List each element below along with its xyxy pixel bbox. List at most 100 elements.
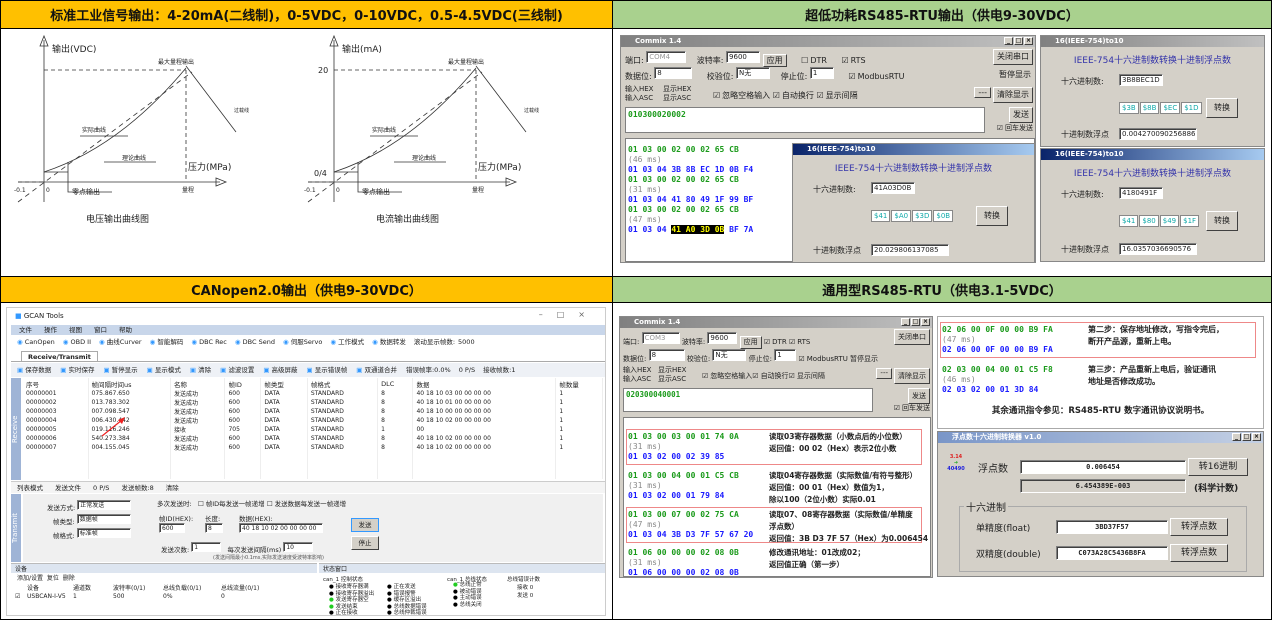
window-controls[interactable]: –□× xyxy=(538,310,599,319)
menu-item[interactable]: 文件 xyxy=(19,326,32,334)
device-checkbox[interactable]: ☑ xyxy=(15,593,21,600)
close-icon[interactable]: × xyxy=(1252,433,1261,441)
send-input[interactable]: 010300020002 xyxy=(625,107,985,133)
toolbar-button[interactable]: 智能解码 xyxy=(157,338,184,346)
single-to-float-button[interactable]: 转浮点数 xyxy=(1170,518,1228,536)
transmit-side-tab[interactable]: Transmit xyxy=(11,494,21,562)
clear-display-button[interactable]: 清除显示 xyxy=(993,87,1033,103)
input-asc-toggle[interactable]: 输入ASC xyxy=(625,94,654,102)
column-header[interactable]: 帧数量 xyxy=(555,378,603,389)
separator-dropdown[interactable]: --- xyxy=(876,368,892,379)
stop-select[interactable]: 1 xyxy=(809,67,834,79)
stop-select[interactable]: 1 xyxy=(774,349,797,361)
modbus-checkbox[interactable]: ModbusRTU xyxy=(848,72,904,81)
frame-format-select[interactable]: 标准帧 xyxy=(76,528,131,538)
frame-id-input[interactable]: 600 xyxy=(159,523,185,533)
table-row[interactable]: 00000006 540.273.384 发送成功 600 DATA STANDARD 8 4… xyxy=(23,434,603,443)
device-row[interactable]: ☑ USBCAN-I-V5 1 500 0% 0 xyxy=(11,593,317,600)
add-device-button[interactable]: 添加/设置 xyxy=(17,575,44,582)
menu-item[interactable]: 帮助 xyxy=(119,326,132,334)
id-increment-checkbox[interactable]: 帧ID每发送一帧递增 xyxy=(198,500,265,508)
minimize-button[interactable]: _ xyxy=(1004,37,1013,45)
separator-dropdown[interactable]: --- xyxy=(974,87,991,98)
toolbar-button[interactable]: 曲线Curver xyxy=(106,338,142,346)
length-select[interactable]: 8 xyxy=(205,523,223,533)
interval-input[interactable]: 10 xyxy=(283,542,314,552)
hex-input[interactable]: 41A03D0B xyxy=(871,182,915,194)
table-row[interactable]: 00000002 013.783.302 发送成功 600 DATA STANDARD 8 4… xyxy=(23,398,603,407)
receive-toolbar-button[interactable]: 显示模式 xyxy=(154,366,181,374)
data-increment-checkbox[interactable]: 发送数据每发送一帧递增 xyxy=(267,500,346,508)
apply-button[interactable]: 应用 xyxy=(739,336,762,349)
double-to-float-button[interactable]: 转浮点数 xyxy=(1170,544,1228,562)
tab-receive-transmit[interactable]: Receive/Transmit xyxy=(21,351,98,362)
input-hex-toggle[interactable]: 输入HEX xyxy=(623,366,652,374)
modbus-checkbox[interactable]: ModbusRTU xyxy=(798,355,847,363)
close-port-button[interactable]: 关闭串口 xyxy=(993,49,1033,65)
close-port-button[interactable]: 关闭串口 xyxy=(894,329,930,345)
frame-type-select[interactable]: 数据帧 xyxy=(76,514,131,524)
rts-checkbox[interactable]: RTS xyxy=(789,338,810,346)
transmit-toolbar-item[interactable]: 发送文件 xyxy=(55,484,81,492)
scroll-frames-value[interactable]: 5000 xyxy=(458,338,475,346)
toolbar-button[interactable]: 伺服Servo xyxy=(290,338,323,346)
maximize-button[interactable]: □ xyxy=(911,318,920,326)
convert-button[interactable]: 转换 xyxy=(1206,98,1238,118)
table-row[interactable]: 00000004 006.430.442 发送成功 600 DATA STANDARD 8 4… xyxy=(23,416,603,425)
parity-select[interactable]: N无 xyxy=(712,349,747,361)
ignore-space-checkbox[interactable]: 忽略空格输入 xyxy=(702,372,752,380)
minimize-button[interactable]: _ xyxy=(1232,433,1241,441)
auto-wrap-checkbox[interactable]: 自动换行 xyxy=(752,372,788,380)
cr-send-checkbox[interactable]: 回车发送 xyxy=(997,123,1033,133)
toolbar-button[interactable]: CanOpen xyxy=(24,338,55,346)
send-button[interactable]: 发送 xyxy=(1009,107,1033,123)
column-header[interactable]: 帧格式 xyxy=(307,378,379,389)
close-icon[interactable]: × xyxy=(1024,37,1033,45)
toolbar-button[interactable]: 工作模式 xyxy=(338,338,365,346)
toolbar-button[interactable]: 数据转发 xyxy=(379,338,406,346)
apply-button[interactable]: 应用 xyxy=(762,54,787,67)
cr-send-checkbox[interactable]: 回车发送 xyxy=(894,403,930,413)
input-asc-toggle[interactable]: 输入ASC xyxy=(623,375,652,383)
table-row[interactable]: 00000003 007.098.547 发送成功 600 DATA STANDARD 8 4… xyxy=(23,407,603,416)
send-button[interactable]: 发送 xyxy=(908,388,930,404)
port-select[interactable]: COM3 xyxy=(641,332,680,344)
receive-toolbar-button[interactable]: 双通道合并 xyxy=(364,366,397,374)
column-header[interactable]: 帧间隔时间us xyxy=(88,378,172,389)
table-row[interactable]: 00000001 075.867.650 发送成功 600 DATA STANDARD 8 4… xyxy=(23,389,603,398)
transmit-toolbar-item[interactable]: 列表模式 xyxy=(17,484,43,492)
data-input[interactable]: 40 18 10 02 00 00 00 00 xyxy=(239,523,323,533)
show-interval-checkbox[interactable]: 显示间隔 xyxy=(789,372,825,380)
show-hex-toggle[interactable]: 显示HEX xyxy=(658,366,687,374)
baud-select[interactable]: 9600 xyxy=(707,332,738,344)
send-mode-select[interactable]: 正常发送 xyxy=(77,500,132,510)
float-input[interactable]: 0.006454 xyxy=(1020,460,1186,474)
receive-toolbar-button[interactable]: 保存数据 xyxy=(25,366,52,374)
receive-toolbar-button[interactable]: 暂停显示 xyxy=(111,366,138,374)
maximize-button[interactable]: □ xyxy=(1242,433,1251,441)
receive-side-tab[interactable]: Receive xyxy=(11,378,21,480)
can-stop-button[interactable]: 停止 xyxy=(351,536,379,550)
convert-button[interactable]: 转换 xyxy=(1206,211,1238,231)
receive-toolbar-button[interactable]: 高级屏蔽 xyxy=(271,366,298,374)
send-count-input[interactable]: 1 xyxy=(191,542,222,552)
hex-input[interactable]: 4180491F xyxy=(1119,187,1163,199)
column-header[interactable]: 帧ID xyxy=(224,378,262,389)
toolbar-button[interactable]: OBD II xyxy=(70,338,91,346)
pause-display-button[interactable]: 暂停显示 xyxy=(850,355,879,363)
receive-toolbar-button[interactable]: 实时保存 xyxy=(68,366,95,374)
clear-display-button[interactable]: 清除显示 xyxy=(894,368,930,384)
delete-button[interactable]: 删除 xyxy=(62,575,75,582)
parity-select[interactable]: N无 xyxy=(736,67,771,79)
maximize-button[interactable]: □ xyxy=(1014,37,1023,45)
rts-checkbox[interactable]: RTS xyxy=(841,56,865,65)
show-asc-toggle[interactable]: 显示ASC xyxy=(663,94,692,102)
menu-item[interactable]: 操作 xyxy=(44,326,57,334)
show-interval-checkbox[interactable]: 显示间隔 xyxy=(816,91,857,100)
port-select[interactable]: COM4 xyxy=(646,51,687,63)
show-hex-toggle[interactable]: 显示HEX xyxy=(663,85,692,93)
transmit-toolbar-item[interactable]: 清除 xyxy=(165,484,179,492)
column-header[interactable]: 名称 xyxy=(170,378,226,389)
double-precision-input[interactable]: C073A28C5436B8FA xyxy=(1056,546,1168,560)
dtr-checkbox[interactable]: DTR xyxy=(764,338,787,346)
